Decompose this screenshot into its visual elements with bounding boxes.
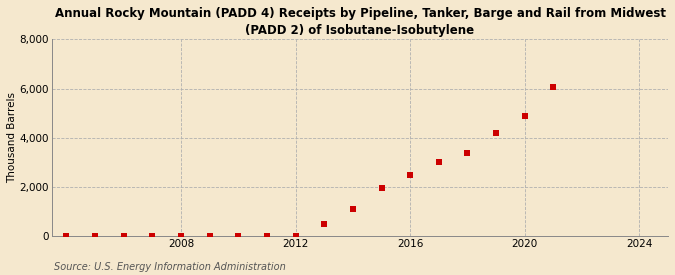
Point: [176, 233, 186, 238]
Point: [462, 150, 473, 155]
Point: [290, 233, 301, 238]
Point: [261, 234, 272, 238]
Point: [519, 114, 530, 118]
Y-axis label: Thousand Barrels: Thousand Barrels: [7, 92, 17, 183]
Point: [233, 233, 244, 238]
Point: [319, 222, 329, 226]
Point: [376, 186, 387, 190]
Point: [90, 233, 101, 238]
Point: [205, 233, 215, 238]
Point: [118, 234, 129, 238]
Point: [405, 172, 416, 177]
Point: [548, 85, 559, 90]
Point: [61, 233, 72, 238]
Point: [491, 131, 502, 135]
Title: Annual Rocky Mountain (PADD 4) Receipts by Pipeline, Tanker, Barge and Rail from: Annual Rocky Mountain (PADD 4) Receipts …: [55, 7, 666, 37]
Point: [348, 207, 358, 211]
Text: Source: U.S. Energy Information Administration: Source: U.S. Energy Information Administ…: [54, 262, 286, 272]
Point: [147, 233, 158, 238]
Point: [433, 160, 444, 164]
